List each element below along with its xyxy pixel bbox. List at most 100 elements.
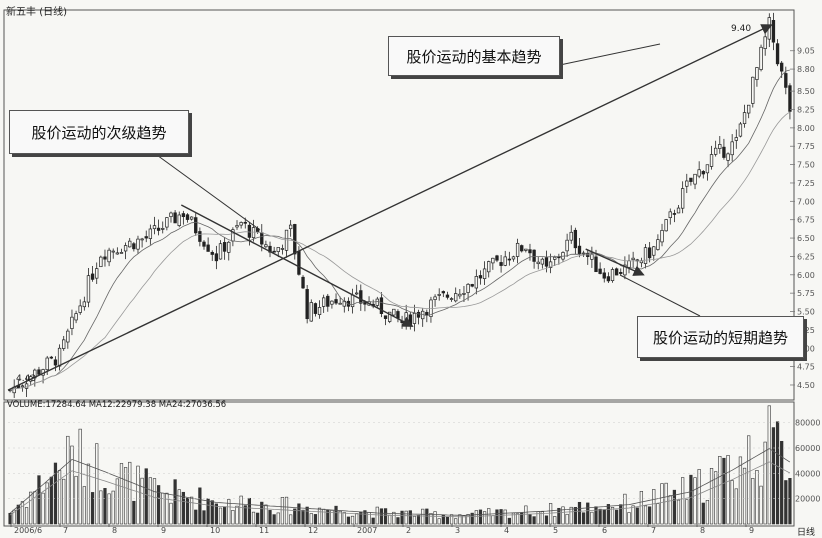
candle-body [652,246,656,256]
candle-body [524,248,528,251]
candle-body [668,211,672,218]
candle-body [685,180,689,187]
volume-bar [400,510,404,525]
candle-body [734,137,738,141]
volume-bar [276,512,280,525]
candle-body [705,164,710,174]
volume-bar [194,509,198,525]
volume-bar [392,511,396,525]
volume-bar [466,514,470,525]
candle-body [416,311,421,318]
candle-body [330,300,334,305]
candle-body [676,207,681,214]
volume-bar [165,492,169,525]
volume-bar [140,477,144,525]
candle-body [656,239,660,250]
volume-bar [788,477,792,525]
volume-bar [29,491,33,525]
candle-body [590,253,594,260]
candle-body [507,258,512,261]
volume-bar [202,510,206,525]
volume-bar [190,496,194,525]
volume-bar [660,483,664,525]
candle-body [730,141,734,156]
high-price-label: 9.40 [731,24,752,34]
candle-body [185,214,190,220]
volume-bar [169,502,173,525]
candle-body [173,212,177,224]
volume-bar [775,421,780,525]
candle-body [222,242,227,252]
candle-body [144,236,148,239]
candle-body [136,238,140,250]
candle-body [536,261,540,265]
candle-body [123,245,128,252]
volume-bar [317,507,322,525]
volume-bar [338,510,342,525]
volume-bar [515,513,520,525]
candle-body [540,258,545,265]
volume-bar [264,504,268,525]
candle-body [152,225,157,230]
date-tick-label: 8 [700,526,705,535]
price-tick-label: 5.00 [797,344,815,353]
volume-tick-label: 40000 [795,469,820,478]
security-name: 新五丰 [6,7,36,18]
volume-bar [503,509,507,525]
volume-bar [119,463,124,525]
candle-body [718,144,722,149]
volume-bar [697,469,701,525]
candle-body [462,293,466,295]
volume-bar [734,488,738,525]
volume-bar [24,507,29,525]
price-tick-label: 5.25 [797,326,815,335]
candle-body [107,249,111,263]
volume-bar [95,443,99,525]
volume-bar [132,500,136,525]
volume-bar [470,512,474,525]
candle-body [623,264,627,276]
candle-body [392,308,396,316]
volume-bar [227,499,231,525]
volume-bar [111,490,115,525]
volume-bar [668,495,672,525]
price-tick-label: 4.50 [797,381,815,390]
volume-moving-average [9,448,791,516]
candle-body [660,230,664,243]
candle-body [218,243,223,260]
candle-body [375,298,379,306]
date-tick-label: 8 [112,526,117,535]
volume-bar [689,474,693,525]
chart-header: 新五丰 (日线) [6,3,67,18]
volume-bar [557,507,561,525]
volume-bar [631,505,635,525]
price-tick-label: 7.75 [797,142,815,151]
volume-bar [16,504,20,525]
candle-body [45,357,49,371]
volume-bar [342,512,346,525]
volume-bar [346,516,351,525]
price-tick-label: 9.05 [797,47,815,56]
volume-bar [280,497,285,525]
price-tick-label: 5.50 [797,308,815,317]
candle-body [610,269,615,281]
volume-bar [107,493,111,525]
volume-bar [210,500,214,525]
volume-bar [350,515,355,525]
date-tick-label: 12 [308,526,318,535]
candle-body [722,146,726,158]
volume-bar [74,475,78,525]
annotation-primary-trend: 股价运动的基本趋势 [388,36,560,76]
volume-bar [474,510,478,525]
volume-bar [726,455,730,525]
volume-bar [573,507,577,525]
candle-body [288,224,293,230]
price-tick-label: 7.25 [797,179,815,188]
candle-body [449,298,454,300]
candle-body [177,214,181,226]
volume-header: VOLUME:17284.64 MA12:22979.38 MA24:27036… [7,400,227,410]
volume-bar [375,506,379,525]
candle-body [198,231,202,242]
candle-body [672,213,677,215]
candle-body [726,153,730,161]
